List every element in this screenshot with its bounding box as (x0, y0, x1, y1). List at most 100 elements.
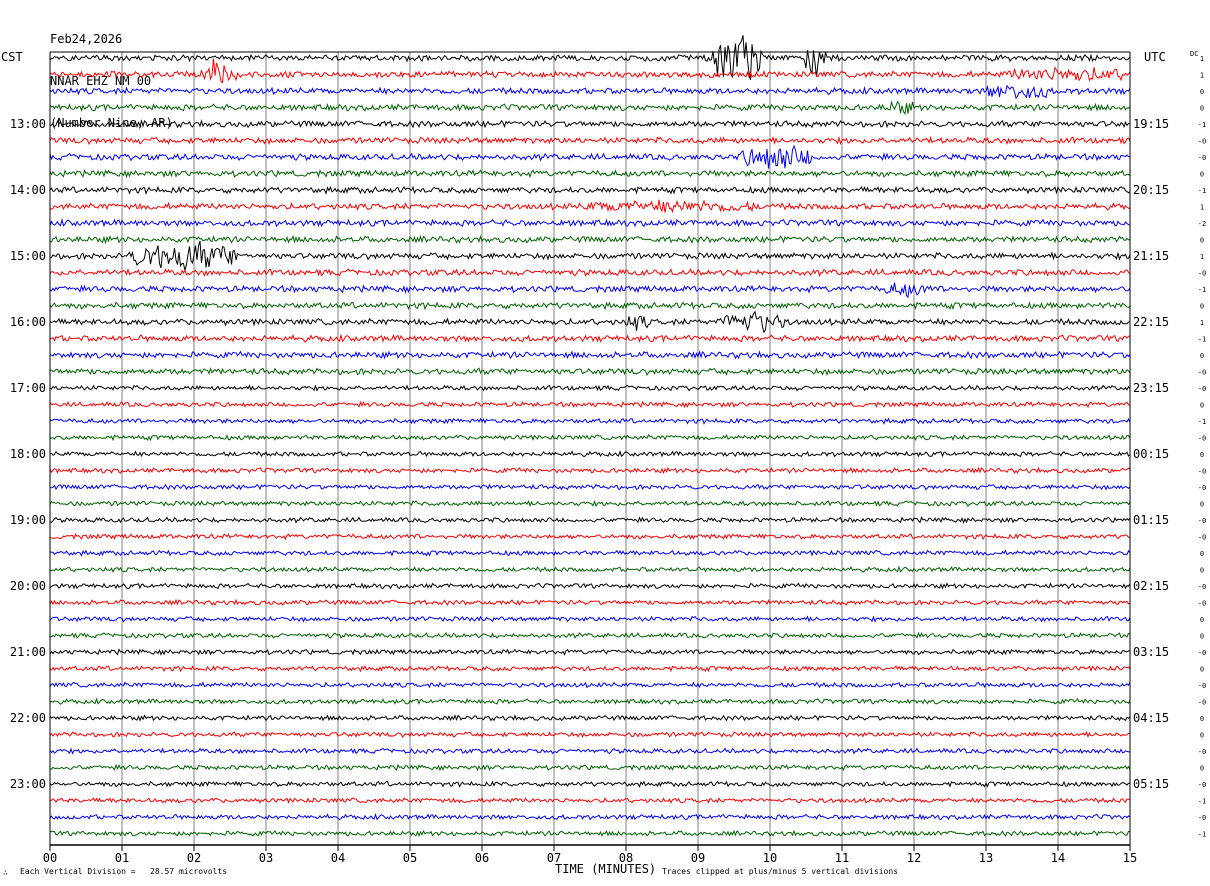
dc-offset-label: -1 (1198, 286, 1206, 294)
dc-offset-label: -0 (1198, 385, 1206, 393)
x-tick-label: 05 (403, 851, 417, 865)
seismic-trace (49, 267, 1131, 278)
seismic-trace (50, 796, 1131, 805)
dc-offset-label: 0 (1200, 451, 1204, 459)
x-tick-label: 14 (1051, 851, 1065, 865)
seismic-trace (49, 417, 1131, 425)
dc-offset-label: 1 (1200, 319, 1204, 327)
seismic-trace (49, 780, 1131, 788)
dc-offset-label: -1 (1198, 418, 1206, 426)
corner-mark: ∴ (3, 868, 8, 877)
seismic-trace (49, 310, 1131, 334)
x-tick-label: 06 (475, 851, 489, 865)
seismic-trace (49, 829, 1131, 838)
left-hour-label: 15:00 (10, 249, 46, 263)
seismic-trace (49, 615, 1131, 623)
right-hour-label: 22:15 (1133, 315, 1169, 329)
seismic-trace (49, 217, 1131, 228)
seismic-trace (49, 84, 1131, 99)
seismic-trace (49, 185, 1131, 195)
x-axis-label: TIME (MINUTES) (555, 862, 657, 876)
dc-offset-label: 1 (1200, 253, 1204, 261)
dc-offset-label: -0 (1198, 583, 1206, 591)
seismic-trace (49, 533, 1131, 541)
dc-offset-label: -0 (1198, 699, 1206, 707)
dc-offset-label: -0 (1198, 814, 1206, 822)
label-layer: 00 01 02 03 04 05 06 07 08 09 10 11 12 13 14 151100-1-0… (10, 50, 1206, 865)
seismic-trace (49, 58, 1131, 84)
dc-offset-label: -0 (1198, 517, 1206, 525)
right-hour-label: 21:15 (1133, 249, 1169, 263)
x-tick-label: 13 (979, 851, 993, 865)
dc-offset-label: -0 (1198, 138, 1206, 146)
x-tick-label: 03 (259, 851, 273, 865)
seismic-trace (49, 168, 1131, 179)
left-timezone-label: CST (1, 50, 23, 64)
seismic-trace (49, 119, 1130, 129)
seismic-trace (49, 648, 1131, 656)
right-hour-label: 01:15 (1133, 513, 1169, 527)
seismic-trace (49, 665, 1131, 673)
right-hour-label: 02:15 (1133, 579, 1169, 593)
x-tick-label: 00 (43, 851, 57, 865)
left-hour-label: 13:00 (10, 117, 46, 131)
left-hour-label: 20:00 (10, 579, 46, 593)
dc-offset-label: -0 (1198, 435, 1206, 443)
minute-grid (121, 52, 1059, 845)
dc-offset-label: 0 (1200, 501, 1204, 509)
dc-offset-label: 0 (1200, 550, 1204, 558)
seismic-trace (49, 582, 1131, 590)
seismic-trace (49, 483, 1131, 491)
seismic-trace (49, 234, 1131, 245)
seismic-trace (49, 747, 1131, 755)
dc-offset-label: -0 (1198, 270, 1206, 278)
left-hour-label: 17:00 (10, 381, 46, 395)
right-hour-label: 19:15 (1133, 117, 1169, 131)
dc-offset-label: -0 (1198, 748, 1206, 756)
record-date: Feb24,2026 (50, 32, 123, 46)
scale-note: Each Vertical Division = 28.57 microvolt… (20, 867, 228, 876)
x-tick-label: 15 (1123, 851, 1137, 865)
dc-offset-label: -0 (1198, 369, 1206, 377)
seismic-trace (49, 100, 1131, 116)
dc-offset-label: -0 (1198, 484, 1206, 492)
dc-offset-label: 0 (1200, 732, 1204, 740)
dc-offset-label: 0 (1200, 402, 1204, 410)
dc-offset-label: 0 (1200, 303, 1204, 311)
x-tick-label: 11 (835, 851, 849, 865)
seismic-trace (49, 240, 1131, 271)
trace-layer (49, 35, 1131, 838)
right-hour-label: 03:15 (1133, 645, 1169, 659)
seismic-trace (49, 763, 1131, 772)
dc-offset-label: 0 (1200, 765, 1204, 773)
axis-layer (49, 51, 1131, 851)
dc-offset-label: 0 (1200, 567, 1204, 575)
seismic-trace (49, 350, 1131, 360)
seismic-trace (49, 282, 1131, 299)
dc-offset-label: 0 (1200, 616, 1204, 624)
seismic-trace (49, 400, 1131, 409)
seismic-trace (49, 681, 1131, 689)
x-tick-label: 01 (115, 851, 129, 865)
dc-offset-label: 0 (1200, 105, 1204, 113)
x-tick-label: 07 (547, 851, 561, 865)
seismic-trace (49, 813, 1131, 821)
seismic-trace (49, 598, 1131, 606)
seismic-trace (49, 730, 1131, 739)
seismic-trace (49, 697, 1131, 705)
seismic-trace (49, 199, 1131, 214)
x-tick-label: 12 (907, 851, 921, 865)
left-hour-label: 22:00 (10, 711, 46, 725)
right-hour-label: 00:15 (1133, 447, 1169, 461)
seismic-trace (49, 301, 1131, 311)
dc-header-label: DC (1190, 50, 1198, 58)
dc-offset-label: 1 (1200, 72, 1204, 80)
seismic-trace (49, 367, 1131, 377)
dc-offset-label: -2 (1198, 220, 1206, 228)
dc-offset-label: -1 (1198, 798, 1206, 806)
seismic-trace (49, 35, 1131, 81)
station-location: (Number Nine, AR) (50, 116, 173, 130)
dc-offset-label: 0 (1200, 633, 1204, 641)
seismic-trace (49, 499, 1131, 508)
dc-offset-label: 1 (1200, 55, 1204, 63)
